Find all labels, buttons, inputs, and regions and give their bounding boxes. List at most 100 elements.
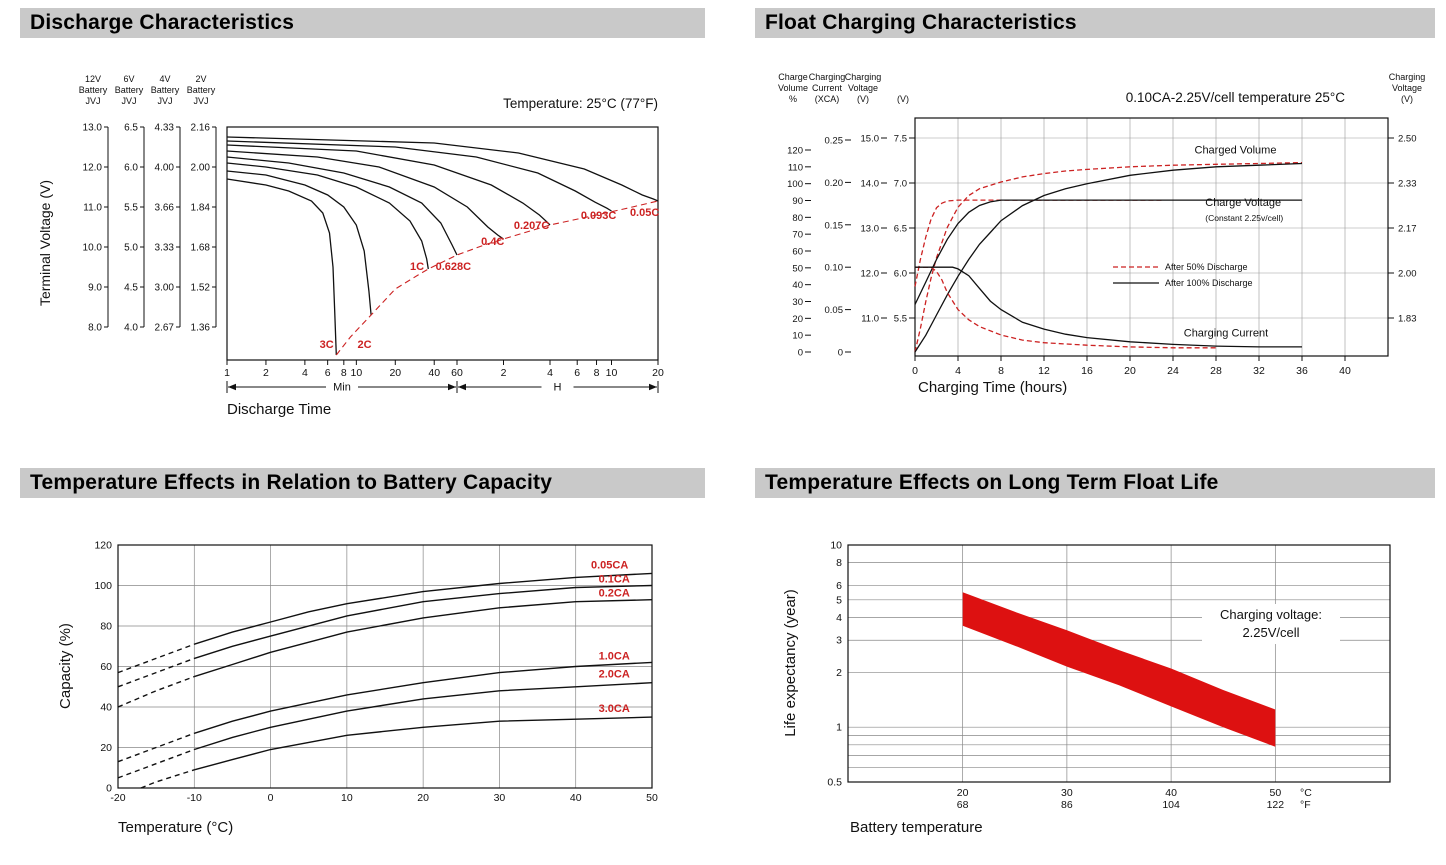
y-tick-label: 1 (836, 722, 842, 734)
voltage-scale-header: JVJ (193, 96, 208, 106)
y-tick-label: 60 (100, 661, 112, 673)
float-curve (914, 199, 1163, 287)
axis-header: % (789, 94, 797, 104)
voltage-tick-label: 6.0 (124, 163, 138, 174)
annotation-backdrop (1202, 604, 1340, 644)
float-life-chart: Charging voltage:2.25V/cell1086543210.52… (755, 498, 1435, 858)
discharge-characteristics-chart: Temperature: 25°C (77°F)12VBatteryJVJ13.… (20, 38, 705, 458)
axis-header: Charging (1389, 72, 1426, 82)
plot-frame (226, 126, 659, 361)
panel-header: Discharge Characteristics (20, 8, 705, 38)
x-axis-title: Battery temperature (850, 819, 983, 836)
rate-label: 0.628C (436, 261, 472, 273)
unit-fahrenheit: °F (1300, 799, 1311, 811)
x-unit-label: Min (333, 382, 351, 394)
x-tick-label: -10 (187, 792, 202, 804)
temperature-note: Temperature: 25°C (77°F) (503, 96, 658, 111)
plot-frame (914, 117, 1389, 357)
axis-tick-label: 80 (792, 213, 803, 224)
y-tick-label: 20 (100, 742, 112, 754)
x-tick-label: 50 (646, 792, 658, 804)
float-curve (914, 162, 1303, 353)
x-tick-label: 32 (1253, 365, 1265, 377)
capacity-curve (194, 716, 653, 771)
x-tick-label: 1 (224, 367, 230, 379)
curve-label: (Constant 2.25v/cell) (1205, 213, 1283, 223)
x-tick-label-fahrenheit: 86 (1061, 799, 1073, 811)
unit-celsius: °C (1300, 787, 1312, 799)
x-tick-label: 12 (1038, 365, 1050, 377)
voltage-tick-label: 2.67 (155, 323, 175, 334)
voltage-tick-label: 2.16 (191, 123, 211, 134)
x-axis-title: Discharge Time (227, 401, 331, 418)
axis-tick-label: 90 (792, 196, 803, 207)
x-tick-label: 20 (652, 367, 664, 379)
voltage-tick-label: 4.5 (124, 283, 138, 294)
voltage-tick-label: 1.36 (191, 323, 211, 334)
rate-label: 0.05C (630, 207, 659, 219)
discharge-curve (226, 156, 458, 256)
life-expectancy-band (962, 592, 1276, 747)
axis-header: (V) (1401, 94, 1413, 104)
capacity-curve-dashed (117, 643, 195, 674)
voltage-scale-header: Battery (115, 85, 144, 95)
axis-tick-label: 0 (798, 348, 803, 359)
panel-title: Temperature Effects in Relation to Batte… (30, 471, 553, 494)
curve-label: Charging Current (1184, 328, 1268, 340)
x-tick-label-fahrenheit: 104 (1162, 799, 1180, 811)
x-axis-title: Temperature (°C) (118, 819, 233, 836)
axis-header: Current (812, 83, 843, 93)
panel-temperature-capacity: Temperature Effects in Relation to Batte… (20, 468, 705, 858)
x-tick-label: 40 (570, 792, 582, 804)
panel-title: Float Charging Characteristics (765, 11, 1077, 34)
rate-label: 0.4C (481, 236, 504, 248)
rate-label: 3C (320, 339, 334, 351)
x-tick-label: 36 (1296, 365, 1308, 377)
rate-label: 3.0CA (599, 703, 630, 715)
axis-header: Charging (845, 72, 882, 82)
x-tick-label: 8 (998, 365, 1004, 377)
capacity-curve (194, 599, 653, 678)
axis-tick-label: 0.15 (825, 220, 844, 231)
capacity-curve (194, 661, 653, 734)
axis-header: (V) (897, 94, 909, 104)
x-tick-label: 6 (325, 367, 331, 379)
x-tick-label: 8 (594, 367, 600, 379)
conditions-note: 0.10CA-2.25V/cell temperature 25°C (1126, 90, 1346, 105)
axis-tick-label: 11.0 (861, 314, 879, 325)
axis-tick-label: 70 (792, 230, 803, 241)
capacity-curve-dashed (117, 748, 195, 779)
voltage-scale-header: JVJ (157, 96, 172, 106)
y-tick-label: 6 (836, 580, 842, 592)
axis-tick-label: 6.0 (894, 269, 907, 280)
capacity-curve (194, 584, 653, 660)
arrow-head (228, 383, 236, 391)
voltage-scale-header: 12V (85, 74, 101, 84)
y-tick-label: 0 (106, 783, 112, 795)
discharge-curve (226, 144, 551, 226)
axis-tick-label: 60 (792, 247, 803, 258)
axis-header: Charge (778, 72, 808, 82)
voltage-tick-label: 5.5 (124, 203, 138, 214)
x-tick-label: 0 (268, 792, 274, 804)
voltage-tick-label: 4.33 (155, 123, 175, 134)
voltage-tick-label: 1.68 (191, 243, 211, 254)
voltage-tick-label: 3.66 (155, 203, 175, 214)
plot-frame (117, 544, 653, 789)
y-tick-label: 40 (100, 702, 112, 714)
panel-header: Temperature Effects in Relation to Batte… (20, 468, 705, 498)
y-tick-label: 100 (94, 580, 112, 592)
float-curve (914, 161, 1303, 353)
x-tick-label: 2 (263, 367, 269, 379)
axis-tick-label: 20 (792, 314, 803, 325)
voltage-tick-label: 10.0 (83, 243, 103, 254)
voltage-tick-label: 11.0 (83, 203, 102, 214)
y-tick-label: 2 (836, 667, 842, 679)
capacity-curve-dashed (117, 657, 195, 688)
label-backdrop (541, 380, 574, 393)
axis-tick-label: 12.0 (861, 269, 880, 280)
label-backdrop (326, 380, 358, 393)
voltage-tick-label: 13.0 (83, 123, 103, 134)
x-tick-label-celsius: 40 (1165, 787, 1177, 799)
x-tick-label-fahrenheit: 68 (957, 799, 969, 811)
